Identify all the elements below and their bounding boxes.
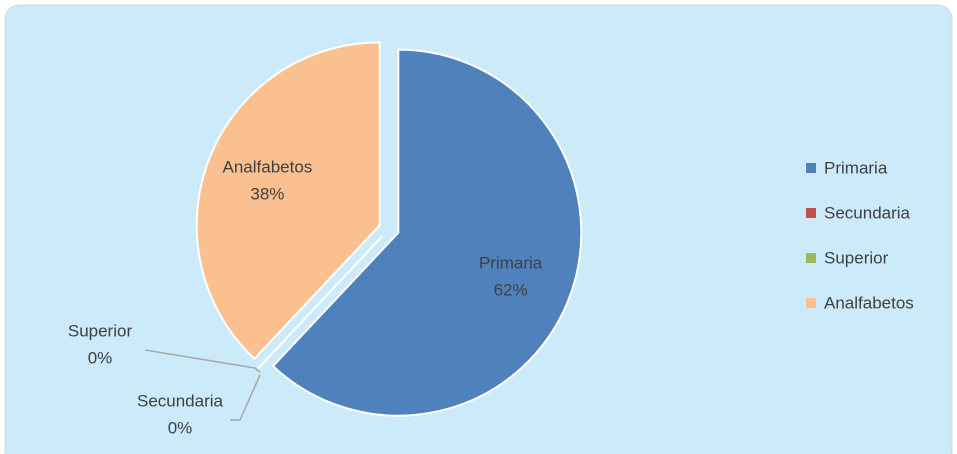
data-label-name: Analfabetos (223, 157, 313, 176)
data-label-value: 0% (88, 348, 113, 367)
pie-slice (195, 41, 381, 361)
pie (195, 41, 583, 417)
data-label-name: Primaria (479, 254, 543, 273)
legend-swatch (806, 298, 816, 308)
legend-swatch (806, 253, 816, 263)
data-label-value: 0% (168, 418, 193, 437)
legend-swatch (806, 163, 816, 173)
pie-slice (271, 48, 583, 417)
data-labels: Primaria 62% Secundaria 0% Superior 0% Analfab… (68, 157, 543, 437)
legend-swatch (806, 208, 816, 218)
legend-label: Analfabetos (824, 293, 914, 312)
data-label-value: 62% (494, 281, 528, 300)
data-label-name: Superior (68, 321, 133, 340)
leader-line (144, 349, 261, 373)
legend-label: Secundaria (824, 203, 911, 222)
data-label-name: Secundaria (137, 391, 224, 410)
legend: Primaria Secundaria Superior Analfabetos (806, 158, 914, 312)
data-label-value: 38% (250, 184, 284, 203)
leader-line (230, 374, 261, 421)
legend-label: Primaria (824, 158, 888, 177)
legend-label: Superior (824, 248, 889, 267)
